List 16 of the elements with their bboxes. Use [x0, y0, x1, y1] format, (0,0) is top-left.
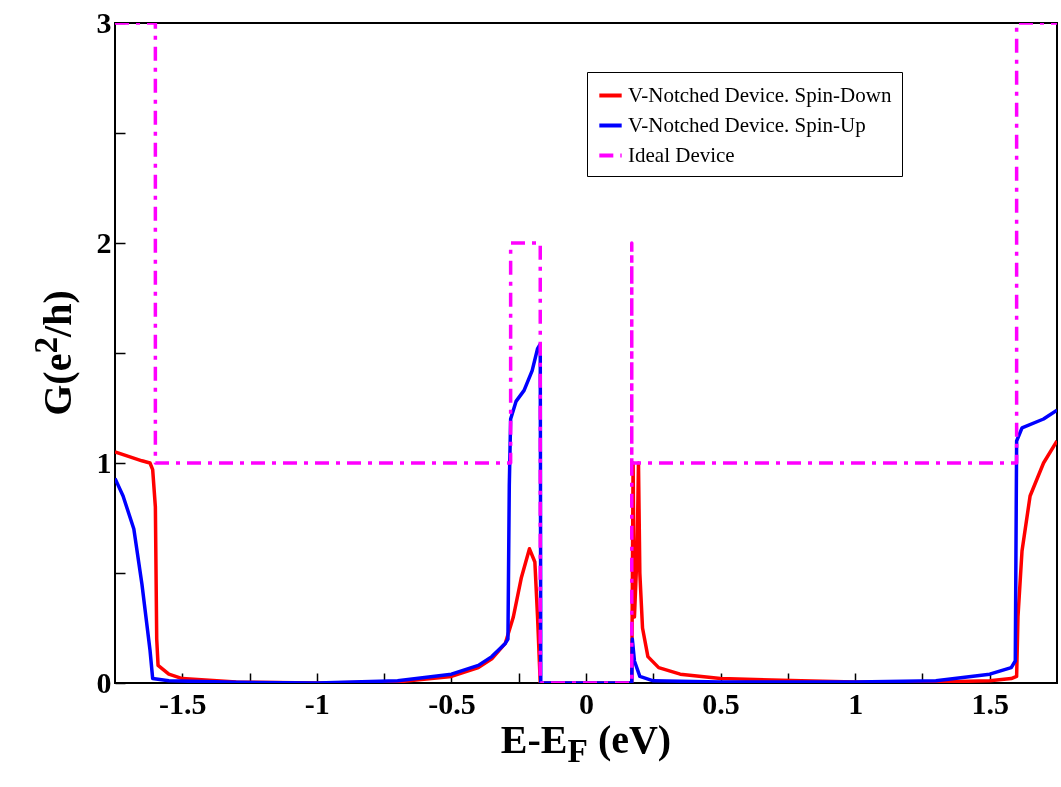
- x-tick-label: -0.5: [428, 686, 476, 720]
- legend-label: V-Notched Device. Spin-Up: [628, 112, 866, 137]
- y-tick-label: 2: [96, 225, 112, 259]
- x-tick-label: -1.5: [159, 686, 207, 720]
- y-tick-label: 1: [96, 445, 112, 479]
- legend-label: Ideal Device: [628, 142, 735, 167]
- y-tick-label: 0: [96, 665, 112, 699]
- x-tick-label: 1.5: [971, 686, 1009, 720]
- y-tick-label: 3: [96, 5, 112, 39]
- x-tick-label: 0.5: [702, 686, 740, 720]
- x-tick-label: -1: [304, 686, 330, 720]
- legend-label: V-Notched Device. Spin-Down: [628, 82, 892, 107]
- x-tick-label: 1: [848, 686, 864, 720]
- line-series: [115, 23, 1057, 683]
- x-axis-title: E-E$_{F}$ (eV): [500, 717, 672, 769]
- x-tick-label: 0: [579, 686, 594, 720]
